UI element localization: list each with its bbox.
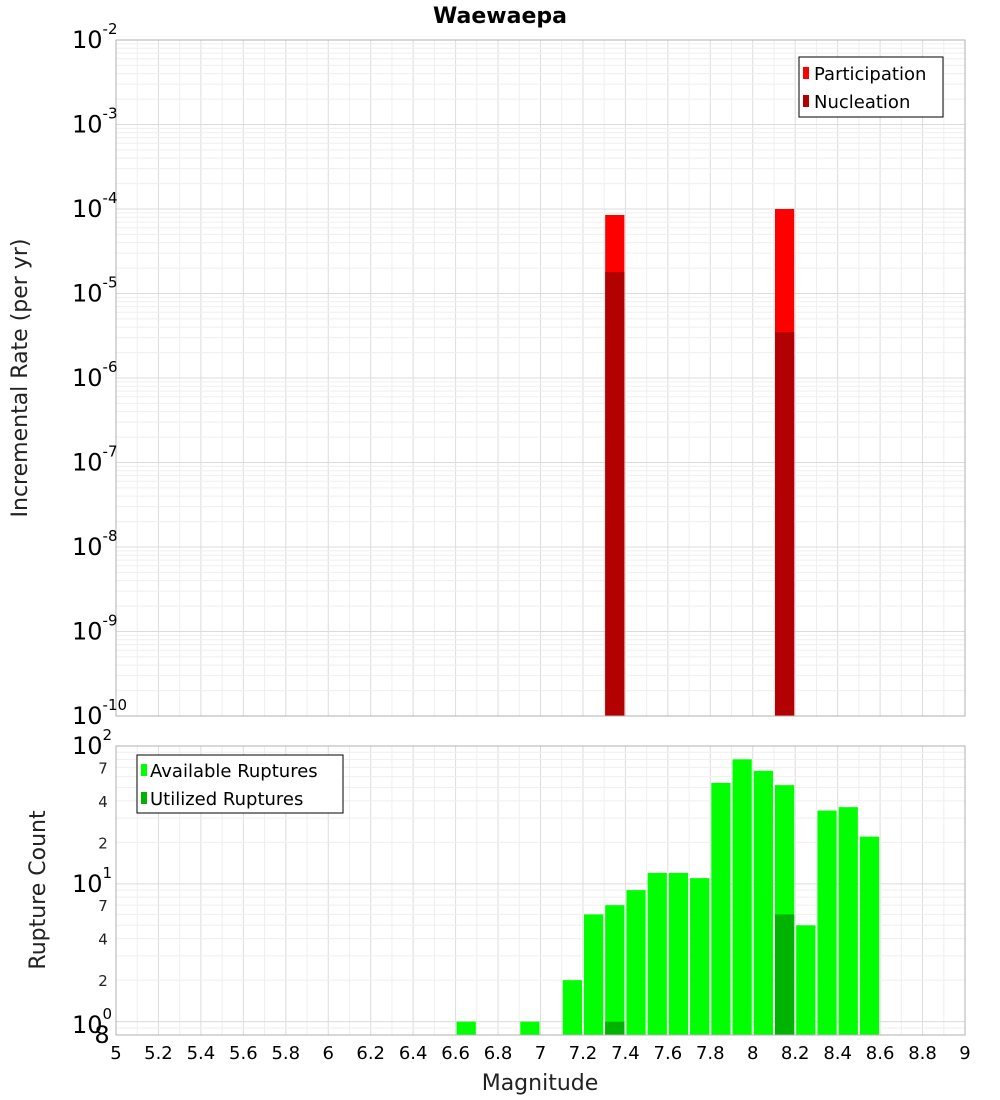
x-axis-label: Magnitude	[482, 1071, 599, 1096]
rate-y-tick-exponent: -5	[103, 274, 118, 292]
count-y-tick-label: 101	[72, 864, 112, 898]
magnitude-tick-label: 6	[323, 1043, 334, 1064]
utilized-ruptures-bar	[774, 914, 795, 1035]
available-ruptures-bar	[605, 905, 625, 1035]
magnitude-tick-label: 5.2	[144, 1043, 173, 1064]
magnitude-tick-label: 7.2	[569, 1043, 598, 1064]
available-ruptures-bar	[562, 980, 582, 1035]
rate-y-tick-label: 10-4	[72, 189, 118, 223]
utilized-legend-label: Utilized Ruptures	[150, 789, 303, 810]
rate-y-tick-exponent: -9	[103, 612, 118, 630]
available-ruptures-bar	[520, 1021, 540, 1035]
magnitude-tick-label: 5	[110, 1043, 121, 1064]
rate-legend: Participation Nucleation	[798, 56, 944, 118]
count-y-tick-exponent: 0	[103, 1005, 113, 1023]
count-y-minor-tick-label: 4	[98, 931, 108, 949]
magnitude-tick-label: 8.4	[823, 1043, 852, 1064]
count-legend: Available Ruptures Utilized Ruptures	[136, 754, 344, 814]
count-plot-frame	[115, 745, 966, 1036]
participation-legend-swatch	[803, 67, 809, 79]
magnitude-tick-label: 6.4	[399, 1043, 428, 1064]
magnitude-tick-label: 7	[535, 1043, 546, 1064]
magnitude-tick-labels: 5 5.2 5.4 5.6 5.8 6 6.2 6.4 6.6 6.8 7 7.2 7.4 7.6 7.8 8…	[110, 1043, 970, 1064]
magnitude-tick-label: 7.6	[654, 1043, 683, 1064]
available-ruptures-bar	[796, 925, 816, 1035]
nucleation-bar	[605, 271, 625, 716]
available-legend-swatch	[141, 764, 147, 776]
available-ruptures-bar	[753, 770, 773, 1035]
rate-plot-grid	[115, 40, 966, 717]
magnitude-tick-label: 8.2	[781, 1043, 810, 1064]
utilized-ruptures-bar	[605, 1021, 625, 1035]
magnitude-tick-label: 5.4	[187, 1043, 216, 1064]
count-y-minor-tick-label: 7	[98, 759, 108, 777]
nucleation-bar	[774, 332, 795, 716]
nucleation-legend-label: Nucleation	[814, 92, 910, 113]
rate-y-tick-exponent: -2	[103, 20, 118, 38]
magnitude-tick-label: 6.6	[441, 1043, 470, 1064]
rate-y-axis-label: Incremental Rate (per yr)	[8, 239, 33, 518]
rate-y-tick-label: 10-2	[72, 20, 118, 54]
available-ruptures-bar	[583, 914, 604, 1035]
magnitude-tick-label: 8.8	[908, 1043, 937, 1064]
count-y-minor-tick-label: 7	[98, 897, 108, 915]
available-ruptures-bar	[711, 782, 731, 1035]
count-y-tick-exponent: 1	[103, 864, 113, 882]
magnitude-tick-label: 7.4	[611, 1043, 640, 1064]
available-ruptures-bar	[626, 890, 646, 1035]
rate-y-tick-exponent: -8	[103, 527, 118, 545]
magnitude-tick-label: 8	[747, 1043, 758, 1064]
magnitude-tick-label: 5.6	[229, 1043, 258, 1064]
rate-y-tick-label: 10-7	[72, 443, 118, 477]
rate-y-tick-exponent: -7	[103, 443, 118, 461]
count-y-tick-exponent: 2	[103, 726, 113, 744]
available-ruptures-bar	[817, 810, 837, 1035]
rate-y-tick-exponent: -4	[103, 189, 118, 207]
rate-legend-box	[798, 56, 944, 118]
rate-y-tick-exponent: -10	[103, 696, 128, 714]
count-y-minor-tick-label: 2	[98, 834, 108, 852]
magnitude-tick-label: 6.2	[356, 1043, 385, 1064]
rate-plot-bars	[605, 209, 795, 716]
participation-legend-label: Participation	[814, 64, 926, 85]
chart-title: Waewaepa	[433, 4, 567, 29]
rate-y-tick-exponent: -3	[103, 105, 118, 123]
rate-plot: 10-2 10-3 10-4 10-5 10-6 10-7 10-8 10-9 10-10 In…	[8, 20, 966, 730]
count-y-axis-label: Rupture Count	[26, 810, 51, 970]
rate-y-tick-label: 10-6	[72, 358, 118, 392]
rate-y-tick-label: 10-3	[72, 105, 118, 139]
available-ruptures-bar	[838, 807, 858, 1035]
rate-y-tick-exponent: -6	[103, 358, 118, 376]
available-ruptures-bar	[732, 759, 752, 1035]
utilized-legend-swatch	[141, 792, 147, 804]
rate-y-tick-label: 10-8	[72, 527, 118, 561]
available-ruptures-bar	[859, 836, 880, 1035]
magnitude-tick-label: 5.8	[271, 1043, 300, 1064]
available-ruptures-bar	[690, 878, 710, 1035]
available-ruptures-bar	[456, 1021, 476, 1035]
count-y-minor-tick-label: 8	[94, 1021, 109, 1049]
magnitude-tick-label: 9	[959, 1043, 970, 1064]
available-ruptures-bar	[647, 872, 667, 1035]
nucleation-legend-swatch	[803, 95, 809, 107]
rate-y-tick-label: 10-9	[72, 612, 118, 646]
magnitude-tick-label: 6.8	[484, 1043, 513, 1064]
magnitude-tick-label: 8.6	[866, 1043, 895, 1064]
count-legend-box	[136, 754, 344, 814]
available-ruptures-bar	[668, 872, 689, 1035]
rate-y-tick-label: 10-10	[72, 696, 127, 730]
count-y-minor-tick-label: 4	[98, 793, 108, 811]
count-y-tick-label: 102	[72, 726, 112, 760]
count-y-minor-tick-label: 2	[98, 972, 108, 990]
available-legend-label: Available Ruptures	[150, 761, 318, 782]
rate-y-tick-label: 10-5	[72, 274, 118, 308]
count-plot-bars	[456, 759, 880, 1035]
rate-plot-frame	[115, 39, 966, 717]
magnitude-tick-label: 7.8	[696, 1043, 725, 1064]
